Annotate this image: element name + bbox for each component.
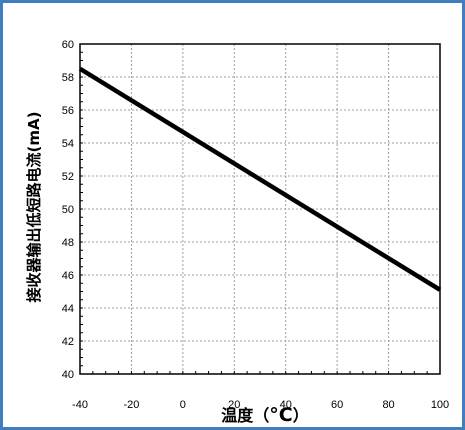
x-tick-label: 0 bbox=[180, 399, 186, 411]
x-axis-title-suffix: ） bbox=[293, 406, 309, 425]
series-layer bbox=[78, 66, 442, 292]
y-tick-label: 60 bbox=[62, 39, 74, 51]
y-tick-label: 56 bbox=[62, 105, 74, 117]
series-line bbox=[78, 66, 442, 292]
grid-lines bbox=[80, 44, 440, 374]
x-axis-title: 温度（°C） bbox=[220, 404, 308, 426]
y-tick-label: 46 bbox=[62, 270, 74, 282]
y-axis-tick-labels: 40 42 44 46 48 50 52 54 56 58 60 bbox=[62, 39, 74, 381]
y-tick-label: 50 bbox=[62, 204, 74, 216]
y-tick-label: 44 bbox=[62, 303, 74, 315]
y-axis-title: 接收器输出低短路电流(mA) bbox=[25, 112, 43, 303]
x-tick-label: 60 bbox=[331, 399, 343, 411]
y-tick-label: 58 bbox=[62, 72, 74, 84]
x-tick-label: -20 bbox=[123, 399, 139, 411]
x-tick-label: 20 bbox=[228, 399, 240, 411]
x-tick-label: 80 bbox=[382, 399, 394, 411]
x-axis-tick-labels: -40 -20 0 20 40 60 80 100 bbox=[72, 399, 449, 411]
x-tick-label: 40 bbox=[280, 399, 292, 411]
y-tick-label: 40 bbox=[62, 369, 74, 381]
y-tick-label: 42 bbox=[62, 336, 74, 348]
x-axis-title-unit: °C bbox=[269, 404, 292, 426]
x-tick-label: 100 bbox=[431, 399, 449, 411]
y-tick-label: 54 bbox=[62, 138, 74, 150]
y-tick-label: 52 bbox=[62, 171, 74, 183]
y-tick-label: 48 bbox=[62, 237, 74, 249]
x-axis-title-prefix: 温度（ bbox=[220, 406, 269, 425]
x-tick-label: -40 bbox=[72, 399, 88, 411]
